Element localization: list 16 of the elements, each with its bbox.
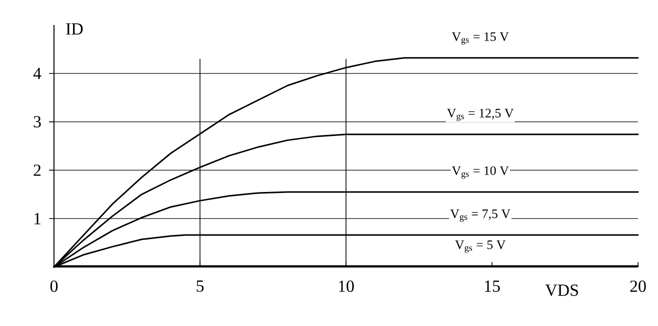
y-axis-title: ID xyxy=(66,23,83,35)
series-label: V$_{gs}$ = 15 V xyxy=(452,32,509,45)
series-label: V$_{gs}$ = 5 V xyxy=(455,240,506,253)
x-axis-title: VDS xyxy=(545,284,578,296)
series-label: V$_{gs}$ = 7,5 V xyxy=(450,210,510,222)
x-tick-label: 10 xyxy=(339,280,354,292)
y-tick-label: 2 xyxy=(34,164,41,176)
x-tick-label: 0 xyxy=(50,280,58,292)
x-tick-label: 5 xyxy=(196,280,204,292)
y-tick-label: 3 xyxy=(34,116,41,128)
x-tick-label: 20 xyxy=(630,280,646,292)
x-tick-label: 15 xyxy=(485,280,500,292)
y-tick-label: 4 xyxy=(33,68,42,79)
series-label: V$_{gs}$ = 12,5 V xyxy=(446,108,514,122)
series-label: V$_{gs}$ = 10 V xyxy=(452,166,509,179)
y-tick-label: 1 xyxy=(34,213,40,224)
